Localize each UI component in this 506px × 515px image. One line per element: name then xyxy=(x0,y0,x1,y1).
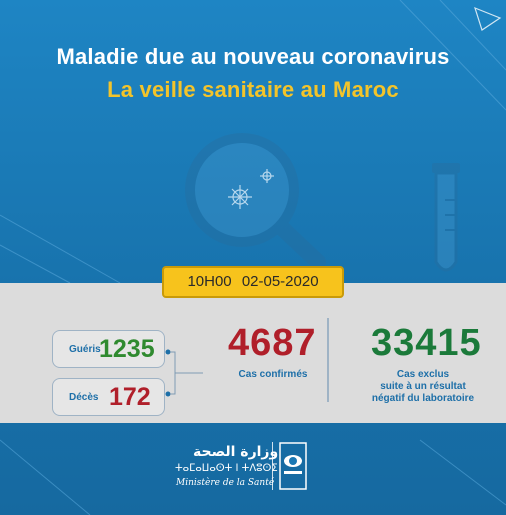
bulletin-date: 02-05-2020 xyxy=(241,273,319,290)
magnifier-icon xyxy=(185,133,326,270)
excluded-label-line-1: Cas exclus xyxy=(396,369,450,380)
ministry-name-french: Ministère de la Santé xyxy=(176,478,275,488)
excluded-label-line-2: suite à un résultat xyxy=(380,381,466,392)
deaths-label: Décès xyxy=(69,392,99,403)
title-line-1: Maladie due au nouveau coronavirus xyxy=(56,44,450,69)
test-tube-icon xyxy=(432,163,460,272)
recovered-label: Guéris xyxy=(69,344,101,355)
bulletin-datetime: 10H00 02-05-2020 xyxy=(162,266,344,298)
recovered-value: 1235 xyxy=(99,335,155,363)
bracket-connector xyxy=(165,349,203,397)
confirmed-label: Cas confirmés xyxy=(238,369,308,380)
deaths-value: 172 xyxy=(109,383,151,411)
ministry-name-tamazight: ⵜⴰⵎⴰⵡⴰⵙⵜ ⵏ ⵜⴷⵓⵙⵉ xyxy=(175,463,278,474)
ministry-name-arabic: وزارة الصحة xyxy=(193,444,279,460)
excluded-label-line-3: négatif du laboratoire xyxy=(371,393,475,404)
virus-icon xyxy=(228,169,274,209)
excluded-label: Cas exclus suite à un résultat négatif d… xyxy=(350,369,496,405)
stats-divider xyxy=(327,318,329,402)
confirmed-value: 4687 xyxy=(228,322,317,364)
recovered-box: Guéris 1235 xyxy=(52,330,165,368)
title-line-2: La veille sanitaire au Maroc xyxy=(107,77,399,102)
excluded-value: 33415 xyxy=(371,322,482,364)
ministry-emblem-icon xyxy=(279,442,307,490)
bulletin-time: 10H00 xyxy=(187,273,232,290)
logo-separator xyxy=(272,442,273,490)
deaths-box: Décès 172 xyxy=(52,378,165,416)
